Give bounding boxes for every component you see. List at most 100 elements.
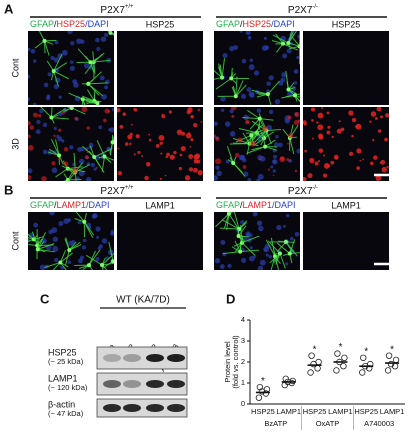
dapi: [80, 146, 85, 152]
red-signal: [272, 174, 275, 177]
astrocyte: [87, 71, 102, 85]
band: [103, 404, 121, 412]
red-signal: [135, 134, 140, 139]
channel-part: HSP25: [243, 19, 272, 29]
dapi: [69, 145, 74, 150]
astrocyte-body: [286, 87, 291, 92]
red-signal: [144, 175, 149, 181]
dapi: [215, 165, 220, 170]
dapi: [100, 36, 107, 42]
dapi: [77, 220, 82, 225]
dapi: [256, 178, 260, 181]
astrocyte: [53, 70, 59, 87]
red-signal: [279, 156, 286, 163]
red-signal: [321, 107, 324, 110]
dapi: [229, 45, 235, 52]
dapi: [241, 58, 247, 64]
data-point: [334, 350, 341, 357]
dapi: [220, 96, 226, 102]
astrocyte: [96, 140, 105, 157]
astrocyte: [238, 225, 247, 237]
group-label: OxATP: [316, 419, 340, 428]
micrograph-content: [28, 31, 114, 105]
astrocyte: [267, 94, 272, 105]
astrocyte: [272, 34, 289, 44]
astrocyte: [75, 212, 85, 223]
red-signal: [176, 129, 183, 135]
dapi: [253, 70, 260, 76]
astrocyte: [108, 241, 114, 262]
dapi: [272, 169, 276, 173]
astrocyte: [264, 139, 276, 148]
astrocyte: [71, 107, 86, 115]
red-signal: [122, 112, 126, 116]
red-signal: [259, 158, 262, 161]
channel-part: GFAP: [216, 200, 240, 210]
micrograph: [214, 31, 300, 105]
astrocyte-body: [236, 234, 241, 239]
dapi: [216, 170, 222, 177]
astrocyte: [67, 179, 70, 181]
red-signal: [380, 159, 386, 165]
dapi: [264, 45, 270, 51]
dapi: [247, 178, 252, 181]
red-signal: [215, 136, 220, 141]
red-signal: [336, 128, 342, 134]
header-text: P2X7: [100, 186, 125, 197]
red-signal: [235, 152, 240, 158]
astrocyte: [219, 227, 240, 230]
dapi: [249, 58, 254, 63]
dapi: [28, 74, 30, 79]
y-tick-label: 1: [241, 378, 245, 387]
dapi: [240, 220, 245, 225]
red-signal: [286, 158, 290, 161]
red-signal: [386, 165, 389, 169]
astrocyte-body: [42, 38, 47, 43]
astrocyte-body: [287, 251, 292, 256]
dapi: [225, 159, 230, 164]
dapi: [92, 213, 98, 219]
micrograph: [303, 107, 389, 181]
red-signal: [124, 142, 129, 146]
data-point: [341, 354, 348, 361]
dapi: [268, 255, 273, 259]
astrocyte: [109, 31, 112, 33]
red-signal: [323, 154, 326, 157]
dapi: [46, 94, 51, 99]
dapi: [69, 65, 75, 71]
channel-part: /: [240, 19, 243, 29]
red-signal: [188, 132, 191, 135]
red-signal: [385, 113, 389, 118]
red-signal: [316, 121, 319, 124]
dapi: [289, 159, 293, 163]
data-point: [289, 377, 296, 385]
astrocyte-body: [51, 69, 56, 74]
dapi: [240, 93, 247, 99]
astrocyte: [53, 70, 69, 80]
red-signal: [288, 133, 294, 139]
data-point: [307, 369, 314, 376]
astrocyte: [52, 262, 61, 270]
astrocyte-body: [263, 144, 268, 149]
x-tick-label: LAMP1: [380, 407, 405, 416]
astrocyte: [44, 40, 46, 54]
red-signal: [369, 120, 372, 123]
red-signal: [359, 159, 362, 162]
significance: *: [313, 344, 317, 355]
red-signal: [215, 158, 222, 165]
dapi: [32, 59, 37, 63]
astrocyte-body: [86, 81, 91, 86]
red-signal: [355, 125, 358, 128]
red-signal: [41, 175, 47, 181]
dapi: [281, 72, 287, 78]
astrocyte: [67, 171, 76, 181]
astrocyte: [233, 212, 240, 230]
data-point: [385, 352, 393, 359]
astrocyte-body: [35, 247, 40, 252]
red-signal: [267, 168, 271, 171]
blot-size: (~ 25 kDa): [48, 357, 84, 366]
blot-label: HSP25: [48, 347, 77, 357]
channel-part: LAMP1: [243, 200, 273, 210]
astrocyte: [241, 235, 260, 244]
band: [146, 354, 164, 362]
